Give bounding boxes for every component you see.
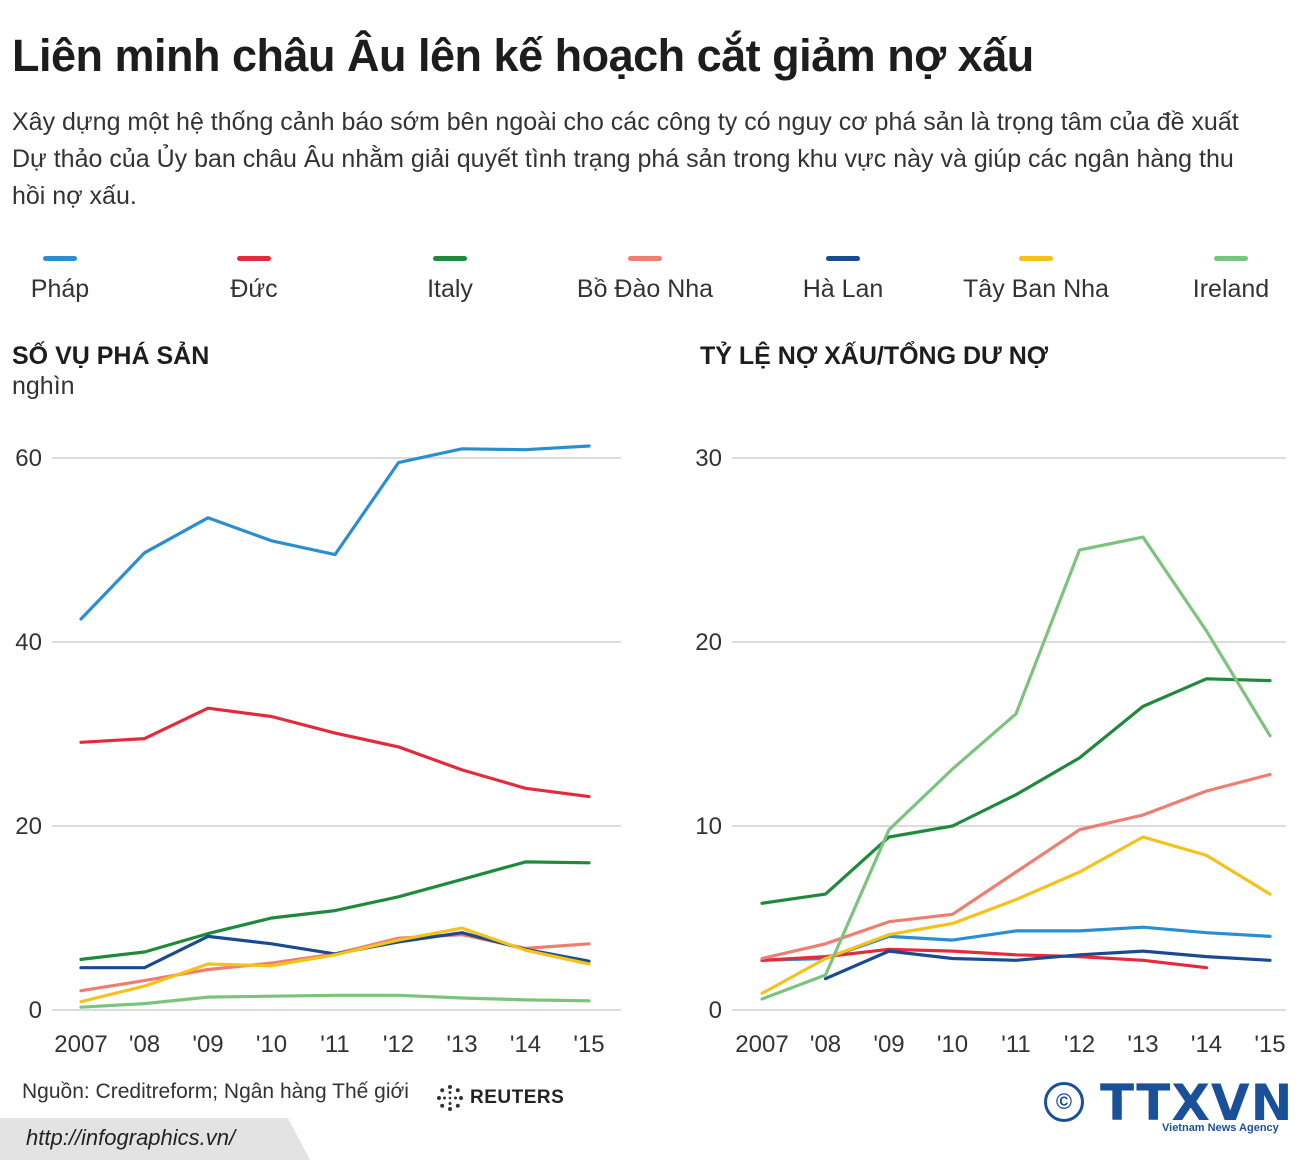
legend-swatch [237, 256, 271, 261]
y-tick-label: 30 [695, 445, 722, 472]
x-tick-label: '11 [320, 1031, 350, 1058]
y-tick-label: 20 [15, 813, 42, 840]
x-tick-label: '09 [873, 1031, 904, 1058]
series-line-bồ-đào-nha [760, 772, 1272, 961]
x-tick-label: '10 [937, 1031, 968, 1058]
x-tick-label: 2007 [735, 1031, 788, 1058]
chart-bankruptcies: 0 20 40 60 2007 '08 '09 '10 '11 '12 '13 '14 '15 [15, 444, 621, 1058]
y-tick-label: 40 [15, 629, 42, 656]
x-tick-label: '11 [1001, 1031, 1031, 1058]
y-tick-label: 0 [29, 997, 42, 1024]
legend-swatch [1019, 256, 1053, 261]
legend-label: Đức [230, 275, 278, 303]
legend-label: Italy [427, 275, 473, 303]
y-tick-label: 60 [15, 445, 42, 472]
page-title: Liên minh châu Âu lên kế hoạch cắt giảm … [12, 30, 1034, 81]
y-tick-label: 20 [695, 629, 722, 656]
reuters-wordmark: REUTERS [470, 1087, 565, 1108]
series-line-ireland [79, 993, 591, 1009]
x-tick-label: '14 [1191, 1031, 1222, 1058]
x-tick-label: '15 [573, 1031, 604, 1058]
series-line-đức [79, 706, 591, 799]
series-line-hà-lan [823, 949, 1272, 981]
legend-item-duc: Đức [164, 250, 344, 304]
x-tick-label: '09 [192, 1031, 223, 1058]
x-tick-label: '12 [383, 1031, 414, 1058]
x-tick-label: '12 [1064, 1031, 1095, 1058]
legend: Pháp Đức Italy Bồ Đào Nha Hà Lan Tây Ban… [0, 250, 1314, 310]
x-tick-label: 2007 [54, 1031, 107, 1058]
legend-swatch [433, 256, 467, 261]
series-line-tây-ban-nha [79, 926, 591, 1004]
legend-item-tay-ban-nha: Tây Ban Nha [946, 250, 1126, 304]
series-line-pháp [79, 444, 591, 621]
legend-label: Bồ Đào Nha [576, 275, 714, 303]
legend-swatch [628, 256, 662, 261]
legend-swatch [43, 256, 77, 261]
x-tick-label: '15 [1254, 1031, 1285, 1058]
x-tick-label: '13 [1127, 1031, 1158, 1058]
legend-item-ireland: Ireland [1141, 250, 1314, 304]
reuters-dots-icon [437, 1085, 463, 1111]
legend-item-italy: Italy [360, 250, 540, 304]
y-tick-label: 10 [695, 813, 722, 840]
ttxvn-logo: © TTXVN Vietnam News Agency [1044, 1074, 1292, 1138]
x-tick-label: '10 [256, 1031, 287, 1058]
legend-item-bo-dao-nha: Bồ Đào Nha [555, 250, 735, 304]
chart-unit-bankruptcies: nghìn [12, 372, 75, 400]
chart-npl-ratio: 0 10 20 30 2007 '08 '09 '10 '11 '12 '13 '14 '15 [695, 445, 1286, 1058]
legend-label: Tây Ban Nha [963, 275, 1109, 303]
legend-swatch [826, 256, 860, 261]
legend-label: Hà Lan [802, 275, 884, 303]
y-tick-label: 0 [709, 997, 722, 1024]
series-line-italy [760, 677, 1272, 905]
x-tick-label: '08 [129, 1031, 160, 1058]
legend-label: Pháp [30, 275, 90, 303]
site-url[interactable]: http://infographics.vn/ [26, 1125, 236, 1150]
copyright-icon: © [1044, 1082, 1084, 1122]
brand-subtitle: Vietnam News Agency [1162, 1122, 1279, 1134]
brand-wordmark: TTXVN [1100, 1074, 1294, 1132]
legend-item-ha-lan: Hà Lan [753, 250, 933, 304]
legend-item-phap: Pháp [0, 250, 150, 304]
x-tick-label: '08 [810, 1031, 841, 1058]
series-line-italy [79, 860, 591, 961]
legend-swatch [1214, 256, 1248, 261]
url-tab [0, 1118, 310, 1160]
source-note: Nguồn: Creditreform; Ngân hàng Thế giới [22, 1080, 409, 1103]
footer-bar: http://infographics.vn/ [0, 1118, 1314, 1160]
series-line-tây-ban-nha [760, 835, 1272, 995]
chart-title-npl-ratio: TỶ LỆ NỢ XẤU/TỔNG DƯ NỢ [700, 342, 1049, 370]
chart-title-bankruptcies: SỐ VỤ PHÁ SẢN [12, 342, 210, 370]
page-subtitle: Xây dựng một hệ thống cảnh báo sớm bên n… [12, 108, 1239, 210]
legend-label: Ireland [1192, 275, 1270, 303]
x-tick-label: '14 [510, 1031, 541, 1058]
series-line-hà-lan [79, 931, 591, 970]
series-line-ireland [760, 535, 1272, 1001]
reuters-logo: REUTERS [436, 1084, 564, 1112]
x-tick-label: '13 [446, 1031, 477, 1058]
